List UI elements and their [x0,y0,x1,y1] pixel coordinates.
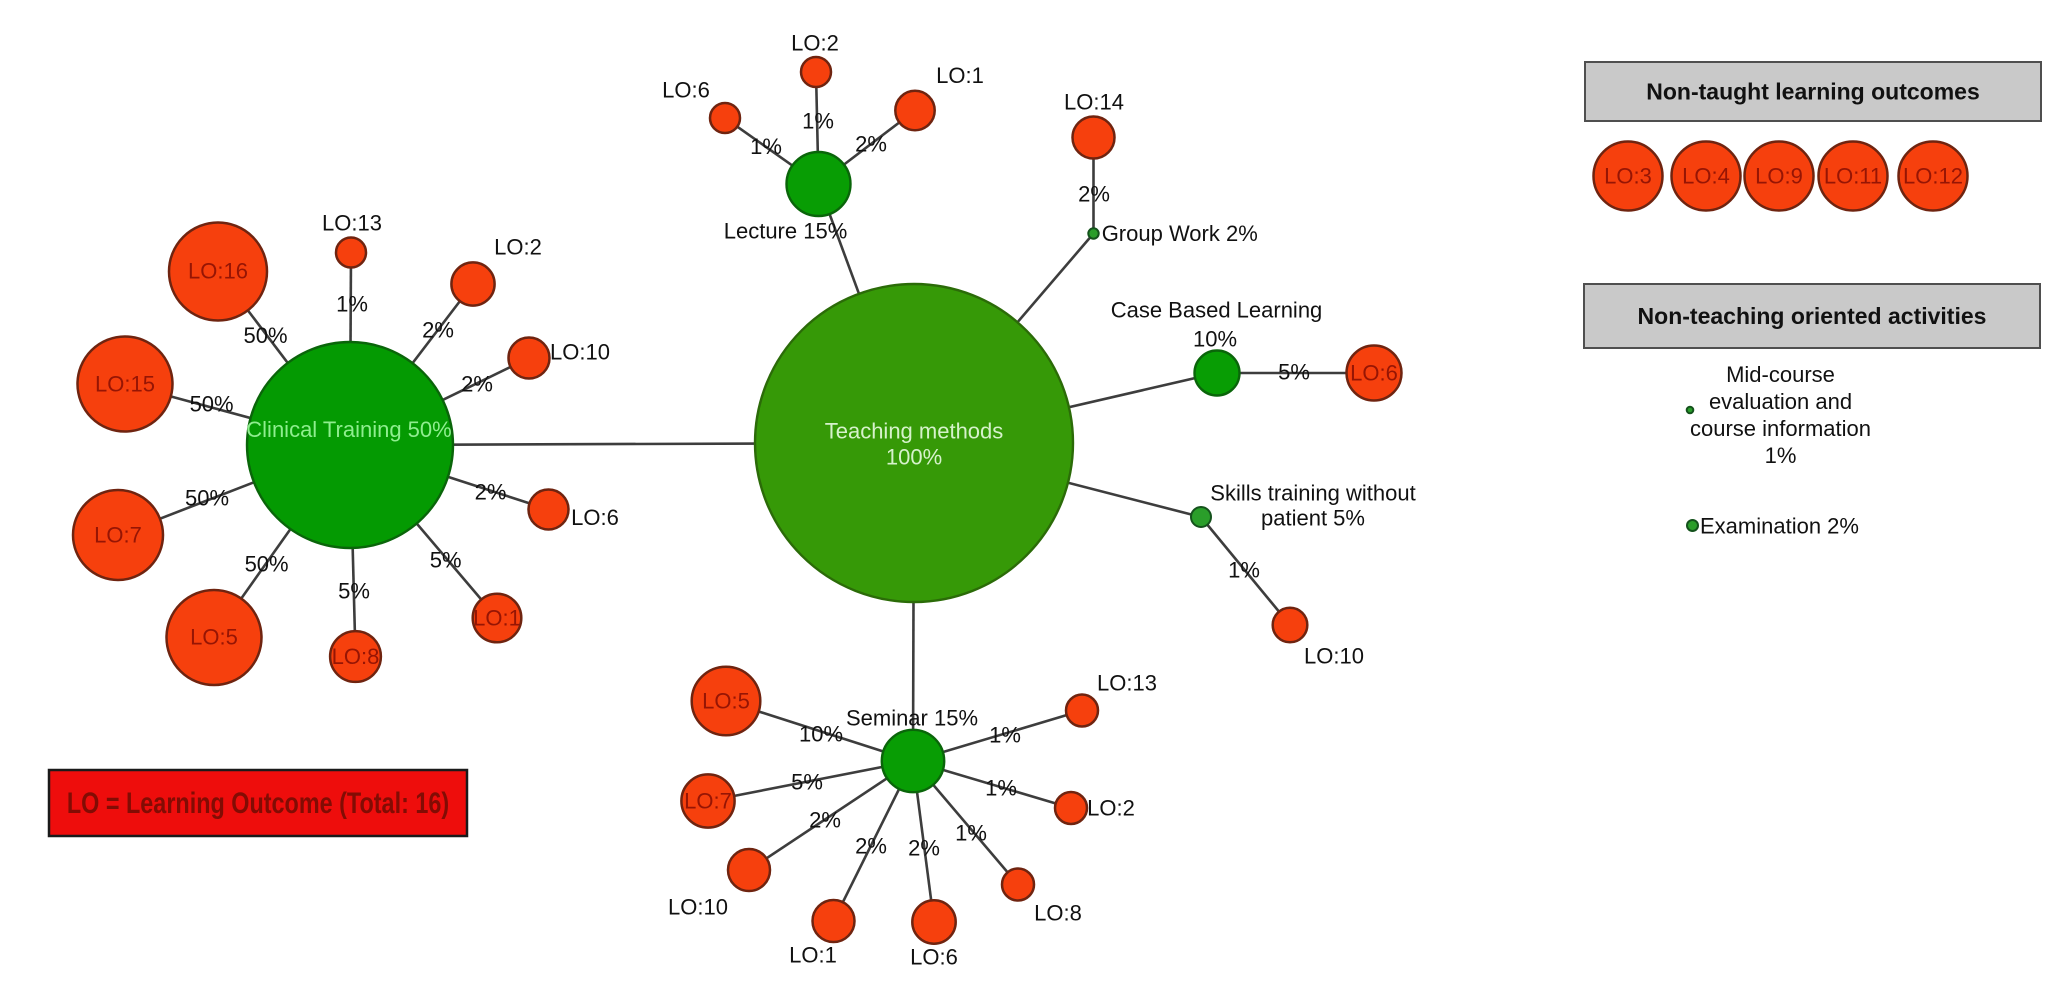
svg-text:50%: 50% [243,323,287,348]
svg-text:2%: 2% [475,480,507,505]
svg-text:LO:1: LO:1 [789,943,837,968]
svg-text:50%: 50% [185,486,229,511]
svg-text:1%: 1% [1228,558,1260,583]
svg-text:1%: 1% [955,821,987,846]
svg-text:LO:6: LO:6 [662,78,710,103]
svg-text:LO:13: LO:13 [1097,671,1157,696]
svg-text:LO:10: LO:10 [668,895,728,920]
svg-text:50%: 50% [245,552,289,577]
svg-text:2%: 2% [461,372,493,397]
svg-text:2%: 2% [855,834,887,859]
svg-text:course information: course information [1690,416,1871,441]
svg-text:LO:6: LO:6 [1350,361,1398,386]
svg-text:LO:7: LO:7 [684,789,732,814]
svg-text:LO:5: LO:5 [702,689,750,714]
svg-text:1%: 1% [985,776,1017,801]
svg-text:Case Based Learning: Case Based Learning [1111,298,1323,323]
svg-text:10%: 10% [1193,327,1237,352]
svg-text:LO:1: LO:1 [936,63,984,88]
svg-text:Non-taught learning outcomes: Non-taught learning outcomes [1646,79,1980,105]
svg-text:LO:7: LO:7 [94,523,142,548]
svg-text:1%: 1% [1765,443,1797,468]
svg-text:LO = Learning Outcome (Total:: LO = Learning Outcome (Total: 16) [67,786,449,819]
svg-text:LO:1: LO:1 [473,606,521,631]
svg-text:LO:12: LO:12 [1903,164,1963,189]
svg-text:LO:4: LO:4 [1682,164,1730,189]
svg-text:LO:10: LO:10 [1304,644,1364,669]
svg-text:Non-teaching oriented activiti: Non-teaching oriented activities [1638,303,1987,329]
svg-text:1%: 1% [336,292,368,317]
svg-text:patient 5%: patient 5% [1261,506,1365,531]
svg-text:2%: 2% [908,836,940,861]
svg-text:LO:8: LO:8 [332,644,380,669]
svg-text:2%: 2% [422,318,454,343]
svg-text:Seminar 15%: Seminar 15% [846,706,978,731]
svg-text:LO:8: LO:8 [1034,901,1082,926]
svg-text:LO:11: LO:11 [1824,164,1882,189]
svg-text:50%: 50% [190,392,234,417]
svg-text:2%: 2% [1078,182,1110,207]
svg-text:LO:6: LO:6 [910,945,958,970]
svg-text:LO:2: LO:2 [791,31,839,56]
svg-text:LO:16: LO:16 [188,259,248,284]
svg-text:2%: 2% [855,132,887,157]
svg-text:5%: 5% [430,548,462,573]
svg-text:LO:13: LO:13 [322,211,382,236]
svg-text:Mid-course: Mid-course [1726,362,1835,387]
svg-text:1%: 1% [750,134,782,159]
svg-text:LO:10: LO:10 [550,340,610,365]
svg-text:10%: 10% [799,722,843,747]
svg-text:Lecture 15%: Lecture 15% [724,219,848,244]
svg-text:Group Work 2%: Group Work 2% [1102,221,1258,246]
svg-text:LO:15: LO:15 [95,372,155,397]
svg-text:evaluation and: evaluation and [1709,389,1852,414]
svg-text:5%: 5% [791,770,823,795]
svg-text:Examination 2%: Examination 2% [1700,514,1859,539]
svg-text:Skills training without: Skills training without [1210,481,1415,506]
svg-text:5%: 5% [1278,360,1310,385]
svg-text:LO:14: LO:14 [1064,90,1124,115]
svg-text:LO:6: LO:6 [571,505,619,530]
svg-text:LO:2: LO:2 [1087,796,1135,821]
svg-text:Teaching methods: Teaching methods [825,419,1004,444]
svg-text:LO:9: LO:9 [1755,164,1803,189]
svg-text:LO:2: LO:2 [494,235,542,260]
svg-text:Clinical Training 50%: Clinical Training 50% [246,417,451,442]
svg-text:5%: 5% [338,579,370,604]
svg-text:100%: 100% [886,445,942,470]
svg-text:1%: 1% [989,723,1021,748]
svg-text:2%: 2% [809,808,841,833]
svg-text:1%: 1% [802,109,834,134]
svg-text:LO:5: LO:5 [190,625,238,650]
svg-text:LO:3: LO:3 [1604,164,1652,189]
